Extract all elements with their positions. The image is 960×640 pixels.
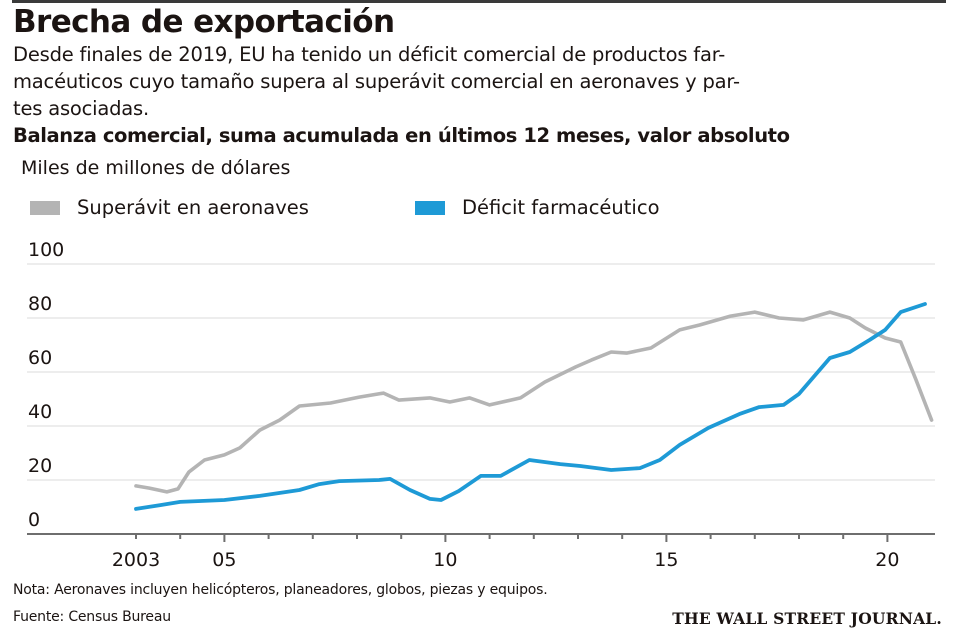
- legend-label-aircraft: Superávit en aeronaves: [77, 196, 309, 219]
- y-tick-label: 40: [28, 401, 52, 423]
- x-tick-label: 2003: [112, 549, 160, 571]
- legend-label-pharma: Déficit farmacéutico: [462, 196, 660, 219]
- x-tick-label: 10: [433, 549, 457, 571]
- y-axis-label: Miles de millones de dólares: [21, 157, 291, 179]
- x-tick-label: 15: [654, 549, 678, 571]
- legend-swatch-pharma: [415, 200, 445, 215]
- subtitle: Desde finales de 2019, EU ha tenido un d…: [13, 41, 948, 122]
- y-tick-labels: 0 20 40 60 80 100: [28, 239, 64, 531]
- legend-swatch-aircraft: [30, 200, 60, 215]
- footnote: Nota: Aeronaves incluyen helicópteros, p…: [13, 582, 548, 598]
- top-rule: [12, 0, 946, 3]
- x-tick-label: 20: [875, 549, 899, 571]
- series-lines: [134, 302, 934, 511]
- legend-item-aircraft: Superávit en aeronaves: [30, 196, 309, 219]
- subtitle-line: macéuticos cuyo tamaño supera al superáv…: [13, 70, 740, 93]
- page-title: Brecha de exportación: [13, 4, 395, 40]
- y-tick-label: 60: [28, 347, 52, 369]
- subtitle-line: tes asociadas.: [13, 97, 150, 120]
- line-chart: 0 20 40 60 80 100 2003 05 10 15 20: [27, 239, 935, 571]
- gridlines: [27, 263, 935, 481]
- source-credit: Fuente: Census Bureau: [13, 609, 171, 625]
- series-line-pharma-deficit: [134, 302, 927, 511]
- chart-title: Balanza comercial, suma acumulada en últ…: [13, 124, 790, 147]
- series-line-aircraft-surplus: [134, 310, 934, 494]
- y-tick-label: 100: [28, 239, 64, 261]
- legend-item-pharma: Déficit farmacéutico: [415, 196, 660, 219]
- x-axis: 2003 05 10 15 20: [27, 533, 935, 571]
- y-tick-label: 20: [28, 455, 52, 477]
- y-tick-label: 0: [28, 509, 40, 531]
- x-tick-label: 05: [212, 549, 236, 571]
- subtitle-line: Desde finales de 2019, EU ha tenido un d…: [13, 43, 726, 66]
- wsj-logo: THE WALL STREET JOURNAL.: [672, 609, 942, 628]
- y-tick-label: 80: [28, 293, 52, 315]
